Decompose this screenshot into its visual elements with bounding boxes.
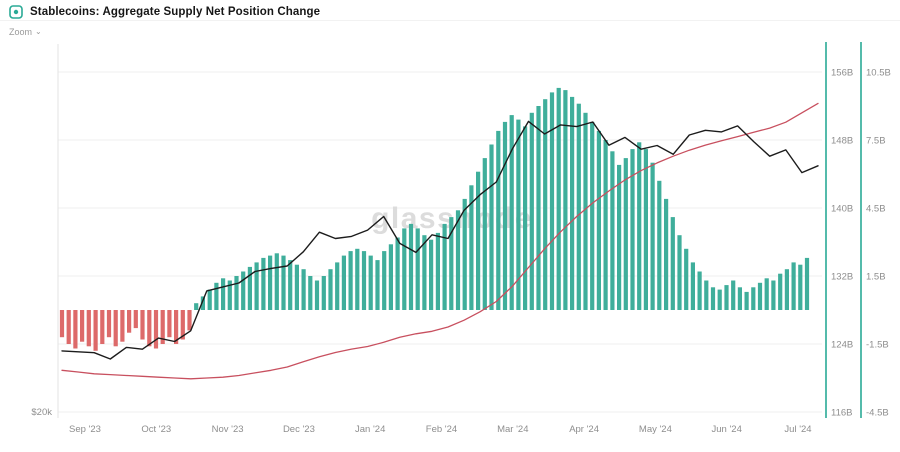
svg-text:Apr '24: Apr '24 bbox=[569, 424, 599, 435]
svg-text:Jul '24: Jul '24 bbox=[784, 424, 811, 435]
svg-text:10.5B: 10.5B bbox=[866, 67, 891, 78]
chart-title: Stablecoins: Aggregate Supply Net Positi… bbox=[30, 5, 321, 18]
svg-text:4.5B: 4.5B bbox=[866, 203, 886, 214]
price-line bbox=[61, 120, 819, 360]
svg-text:Jun '24: Jun '24 bbox=[712, 424, 742, 435]
svg-text:1.5B: 1.5B bbox=[866, 271, 886, 282]
svg-text:-1.5B: -1.5B bbox=[866, 339, 889, 350]
chevron-down-icon: ⌄ bbox=[35, 27, 42, 36]
svg-text:124B: 124B bbox=[831, 339, 853, 350]
supply-axis-labels: 156B 148B 140B 132B 124B 116B bbox=[831, 67, 853, 418]
svg-text:Oct '23: Oct '23 bbox=[141, 424, 171, 435]
svg-text:Nov '23: Nov '23 bbox=[212, 424, 244, 435]
svg-text:Feb '24: Feb '24 bbox=[426, 424, 457, 435]
svg-text:Sep '23: Sep '23 bbox=[69, 424, 101, 435]
svg-text:7.5B: 7.5B bbox=[866, 135, 886, 146]
glassnode-logo-icon bbox=[9, 4, 23, 19]
price-axis-label: $20k bbox=[31, 407, 52, 418]
chart-header: Stablecoins: Aggregate Supply Net Positi… bbox=[0, 0, 900, 21]
x-axis-labels: Sep '23 Oct '23 Nov '23 Dec '23 Jan '24 Feb '… bbox=[69, 424, 812, 435]
svg-text:Jan '24: Jan '24 bbox=[355, 424, 385, 435]
supply-line bbox=[61, 102, 819, 380]
chart-svg[interactable]: glassnode156B148B140B132B124B116B10.5B7.… bbox=[0, 40, 900, 452]
zoom-control[interactable]: Zoom ⌄ bbox=[9, 27, 42, 37]
svg-text:May '24: May '24 bbox=[639, 424, 672, 435]
svg-text:156B: 156B bbox=[831, 67, 853, 78]
zoom-label: Zoom bbox=[9, 27, 33, 37]
svg-text:148B: 148B bbox=[831, 135, 853, 146]
net-axis-labels: 10.5B 7.5B 4.5B 1.5B -1.5B -4.5B bbox=[866, 67, 891, 418]
svg-text:132B: 132B bbox=[831, 271, 853, 282]
svg-text:140B: 140B bbox=[831, 203, 853, 214]
svg-text:-4.5B: -4.5B bbox=[866, 407, 889, 418]
net-position-bars bbox=[59, 87, 810, 351]
svg-text:Dec '23: Dec '23 bbox=[283, 424, 315, 435]
svg-text:116B: 116B bbox=[831, 407, 852, 418]
svg-text:Mar '24: Mar '24 bbox=[497, 424, 528, 435]
